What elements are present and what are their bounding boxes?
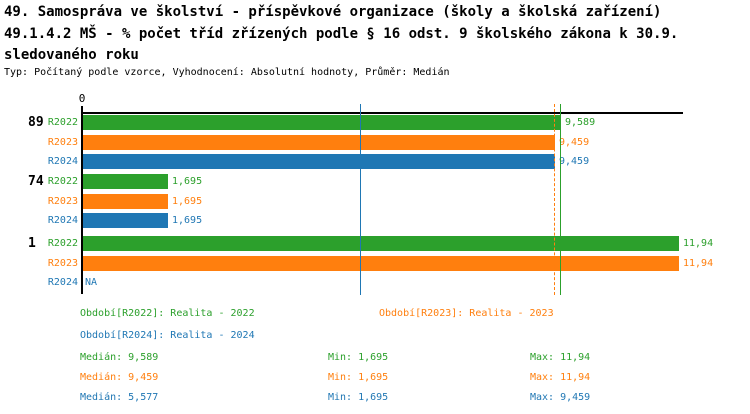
stat-min: Min: 1,695 bbox=[328, 352, 389, 363]
stat-min: Min: 1,695 bbox=[328, 392, 389, 403]
bar-value-label: 9,459 bbox=[559, 137, 590, 148]
bar-value-label: 11,94 bbox=[683, 258, 714, 269]
bar bbox=[83, 115, 561, 130]
series-row-label: R2024 bbox=[47, 156, 78, 167]
title-line-3: sledovaného roku bbox=[4, 47, 139, 63]
stat-median: Medián: 9,589 bbox=[80, 352, 159, 363]
bar-value-label: 11,94 bbox=[683, 238, 714, 249]
bar bbox=[83, 236, 679, 251]
bar bbox=[83, 154, 555, 169]
median-line bbox=[554, 104, 555, 295]
series-row-label: R2024 bbox=[47, 215, 78, 226]
legend-period: Období[R2024]: Realita - 2024 bbox=[80, 330, 255, 341]
series-row-label: R2023 bbox=[47, 137, 78, 148]
stat-median: Medián: 5,577 bbox=[80, 392, 159, 403]
series-row-label: R2022 bbox=[47, 117, 78, 128]
bar-value-label: 1,695 bbox=[172, 176, 203, 187]
bar-value-label: 1,695 bbox=[172, 196, 203, 207]
axis-origin-label: 0 bbox=[78, 92, 86, 105]
category-label: 89 bbox=[28, 115, 44, 130]
bar bbox=[83, 213, 168, 228]
bar bbox=[83, 174, 168, 189]
series-row-label: R2022 bbox=[47, 176, 78, 187]
chart-title: 49. Samospráva ve školství - příspěvkové… bbox=[4, 2, 746, 67]
stat-median: Medián: 9,459 bbox=[80, 372, 159, 383]
stat-min: Min: 1,695 bbox=[328, 372, 389, 383]
bar bbox=[83, 194, 168, 209]
series-row-label: R2023 bbox=[47, 196, 78, 207]
title-line-1: 49. Samospráva ve školství - příspěvkové… bbox=[4, 4, 662, 20]
series-row-label: R2022 bbox=[47, 238, 78, 249]
y-axis-line bbox=[81, 106, 83, 294]
legend-period: Období[R2022]: Realita - 2022 bbox=[80, 308, 255, 319]
bar bbox=[83, 135, 555, 150]
series-row-label: R2024 bbox=[47, 277, 78, 288]
stat-max: Max: 9,459 bbox=[530, 392, 591, 403]
stat-max: Max: 11,94 bbox=[530, 352, 591, 363]
series-row-label: R2023 bbox=[47, 258, 78, 269]
category-label: 1 bbox=[28, 236, 36, 251]
legend-period: Období[R2023]: Realita - 2023 bbox=[379, 308, 554, 319]
bar-value-label: 1,695 bbox=[172, 215, 203, 226]
category-label: 74 bbox=[28, 174, 44, 189]
bar-value-label: NA bbox=[85, 277, 98, 288]
chart-subtitle: Typ: Počítaný podle vzorce, Vyhodnocení:… bbox=[4, 67, 450, 78]
median-line bbox=[560, 104, 561, 295]
title-line-2: 49.1.4.2 MŠ - % počet tříd zřízených pod… bbox=[4, 25, 679, 42]
bar bbox=[83, 256, 679, 271]
median-line bbox=[360, 104, 361, 295]
x-axis-line bbox=[81, 112, 683, 114]
bar-value-label: 9,459 bbox=[559, 156, 590, 167]
bar-value-label: 9,589 bbox=[565, 117, 596, 128]
stat-max: Max: 11,94 bbox=[530, 372, 591, 383]
